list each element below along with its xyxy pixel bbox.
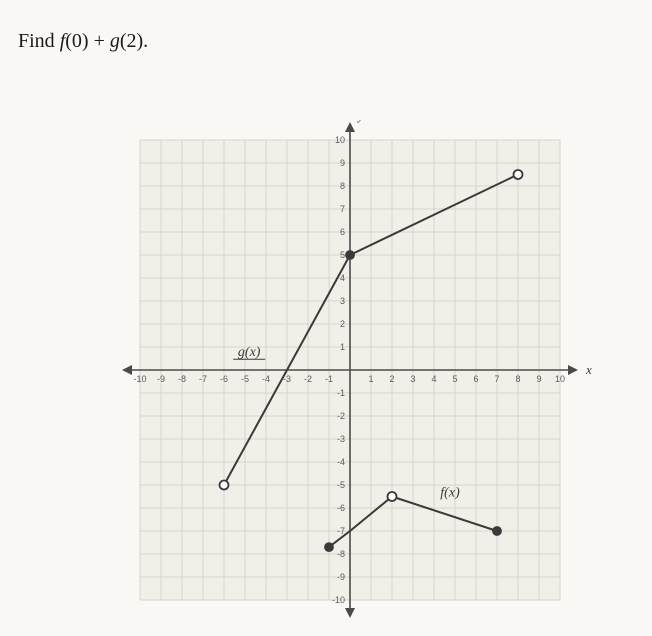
svg-text:7: 7 bbox=[340, 204, 345, 214]
svg-text:8: 8 bbox=[340, 181, 345, 191]
svg-text:10: 10 bbox=[555, 374, 565, 384]
svg-text:-1: -1 bbox=[337, 388, 345, 398]
svg-text:-7: -7 bbox=[199, 374, 207, 384]
svg-text:10: 10 bbox=[335, 135, 345, 145]
svg-text:1: 1 bbox=[368, 374, 373, 384]
svg-text:-5: -5 bbox=[337, 480, 345, 490]
svg-text:2: 2 bbox=[389, 374, 394, 384]
coordinate-chart: -10 -9 -8 -7 -6 -5 -4 -3 -2 -1 1 2 3 4 5 6 7 8 9 10 -10 -9 -8 -… bbox=[100, 120, 600, 620]
svg-text:5: 5 bbox=[340, 250, 345, 260]
svg-text:7: 7 bbox=[494, 374, 499, 384]
svg-text:4: 4 bbox=[340, 273, 345, 283]
svg-text:-8: -8 bbox=[337, 549, 345, 559]
svg-text:-4: -4 bbox=[337, 457, 345, 467]
question-text: Find f(0) + g(2). bbox=[18, 30, 148, 53]
svg-text:5: 5 bbox=[452, 374, 457, 384]
svg-text:-6: -6 bbox=[337, 503, 345, 513]
svg-text:3: 3 bbox=[340, 296, 345, 306]
svg-text:-9: -9 bbox=[337, 572, 345, 582]
svg-text:6: 6 bbox=[340, 227, 345, 237]
svg-text:-2: -2 bbox=[337, 411, 345, 421]
svg-text:9: 9 bbox=[536, 374, 541, 384]
svg-text:9: 9 bbox=[340, 158, 345, 168]
paren2: (2). bbox=[120, 30, 148, 52]
svg-text:-1: -1 bbox=[325, 374, 333, 384]
svg-text:-8: -8 bbox=[178, 374, 186, 384]
svg-text:-6: -6 bbox=[220, 374, 228, 384]
fn-g: g bbox=[110, 30, 120, 52]
svg-text:-4: -4 bbox=[262, 374, 270, 384]
svg-text:4: 4 bbox=[431, 374, 436, 384]
svg-text:-2: -2 bbox=[304, 374, 312, 384]
svg-text:6: 6 bbox=[473, 374, 478, 384]
svg-text:-3: -3 bbox=[337, 434, 345, 444]
svg-text:x: x bbox=[585, 362, 592, 377]
svg-text:-9: -9 bbox=[157, 374, 165, 384]
svg-text:g(x): g(x) bbox=[238, 345, 261, 360]
svg-text:1: 1 bbox=[340, 342, 345, 352]
svg-text:8: 8 bbox=[515, 374, 520, 384]
svg-text:-10: -10 bbox=[332, 595, 345, 605]
svg-text:f(x): f(x) bbox=[440, 486, 460, 501]
svg-text:3: 3 bbox=[410, 374, 415, 384]
svg-text:-5: -5 bbox=[241, 374, 249, 384]
paren1: (0) + bbox=[65, 30, 110, 52]
question-prefix: Find bbox=[18, 30, 60, 52]
svg-text:-10: -10 bbox=[133, 374, 146, 384]
svg-text:y: y bbox=[356, 120, 364, 123]
svg-text:2: 2 bbox=[340, 319, 345, 329]
